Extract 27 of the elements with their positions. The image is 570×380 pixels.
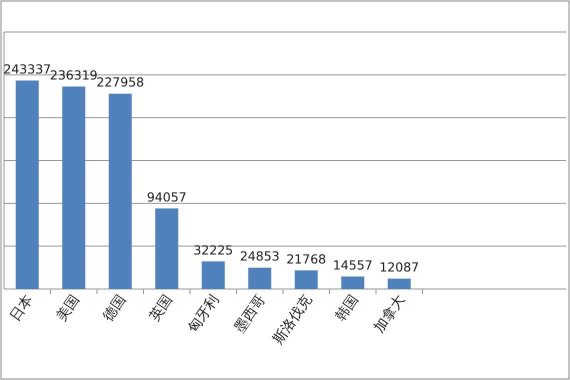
x-tick-label: 墨西哥 bbox=[232, 292, 270, 336]
bar bbox=[341, 276, 364, 289]
bar bbox=[16, 80, 39, 289]
data-label: 236319 bbox=[50, 68, 98, 83]
bar bbox=[155, 208, 178, 289]
bar bbox=[388, 278, 411, 289]
x-tick-label: 韩国 bbox=[332, 292, 362, 324]
x-tick-label: 斯洛伐克 bbox=[270, 292, 316, 348]
x-tick-label: 匈牙利 bbox=[185, 292, 223, 336]
x-tick-label: 日本 bbox=[7, 292, 37, 324]
bar bbox=[62, 86, 86, 289]
x-tick-label: 英国 bbox=[146, 292, 176, 324]
bar bbox=[248, 268, 272, 289]
bar bbox=[108, 94, 132, 289]
x-tick-label: 加拿大 bbox=[371, 292, 409, 336]
data-label: 12087 bbox=[379, 260, 420, 275]
data-label: 14557 bbox=[332, 258, 373, 273]
x-tick-label: 美国 bbox=[54, 292, 84, 324]
x-tick-label: 德国 bbox=[100, 292, 130, 324]
data-label: 227958 bbox=[96, 74, 144, 90]
bar bbox=[294, 270, 318, 289]
data-label: 243337 bbox=[3, 62, 52, 77]
bar bbox=[202, 261, 225, 289]
data-label: 24853 bbox=[240, 248, 280, 264]
data-label: 21768 bbox=[286, 251, 326, 266]
data-label: 32225 bbox=[193, 242, 234, 258]
data-label: 94057 bbox=[146, 189, 187, 204]
